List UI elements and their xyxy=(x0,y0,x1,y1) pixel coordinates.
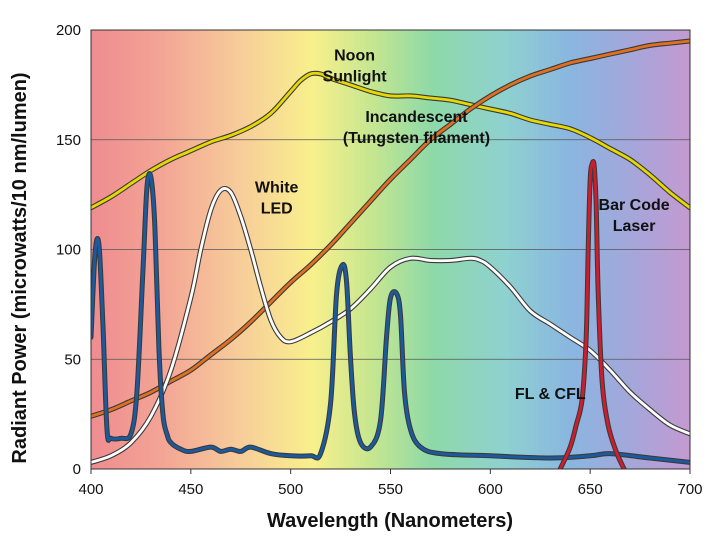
y-tick-label-100: 100 xyxy=(56,242,81,259)
series-fl-cfl xyxy=(91,171,690,465)
x-tick-label-600: 600 xyxy=(478,481,503,498)
y-tick-label-200: 200 xyxy=(56,22,81,39)
x-tick-label-650: 650 xyxy=(578,481,603,498)
x-tick-label-500: 500 xyxy=(278,481,303,498)
y-axis-ticks: 0 50 100 150 200 xyxy=(56,22,81,478)
annotation-line: Sunlight xyxy=(323,69,388,86)
annotation-bar-code-laser: Bar Code Laser xyxy=(599,197,670,235)
series-line-fl-cfl xyxy=(91,172,690,464)
series-incandescent-tungsten-filament xyxy=(91,38,690,419)
annotation-white-led: White LED xyxy=(255,179,299,217)
annotation-noon-sunlight: Noon Sunlight xyxy=(323,48,388,86)
annotation-line: Incandescent xyxy=(365,109,468,126)
annotation-line: Noon xyxy=(334,48,375,65)
series-layer xyxy=(91,38,690,469)
y-tick-label-0: 0 xyxy=(73,461,81,478)
x-axis-ticks: 400 450 500 550 600 650 700 xyxy=(78,469,703,498)
y-axis-title: Radiant Power (microwatts/10 nm/lumen) xyxy=(9,72,31,463)
annotation-line: Laser xyxy=(613,218,656,235)
series-line-noon-sunlight xyxy=(91,71,690,210)
x-tick-label-450: 450 xyxy=(178,481,203,498)
series-line-incandescent-tungsten-filament xyxy=(91,39,690,418)
x-axis-title: Wavelength (Nanometers) xyxy=(267,510,513,532)
series-line-bar-code-laser xyxy=(558,160,626,469)
y-tick-label-50: 50 xyxy=(64,351,81,368)
annotation-fl-cfl: FL & CFL xyxy=(515,386,586,403)
annotation-incandescent-tungsten-filament: Incandescent (Tungsten filament) xyxy=(343,109,490,147)
x-tick-label-400: 400 xyxy=(78,481,103,498)
annotation-line: Bar Code xyxy=(599,197,670,214)
x-tick-label-550: 550 xyxy=(378,481,403,498)
annotation-line: LED xyxy=(261,200,293,217)
x-tick-label-700: 700 xyxy=(677,481,702,498)
annotation-line: (Tungsten filament) xyxy=(343,130,490,147)
series-noon-sunlight xyxy=(91,70,690,211)
y-tick-label-150: 150 xyxy=(56,132,81,149)
series-bar-code-laser xyxy=(557,159,627,469)
annotation-line: FL & CFL xyxy=(515,386,586,403)
annotation-line: White xyxy=(255,179,299,196)
annotations: Noon Sunlight Incandescent (Tungsten filame… xyxy=(255,48,670,403)
